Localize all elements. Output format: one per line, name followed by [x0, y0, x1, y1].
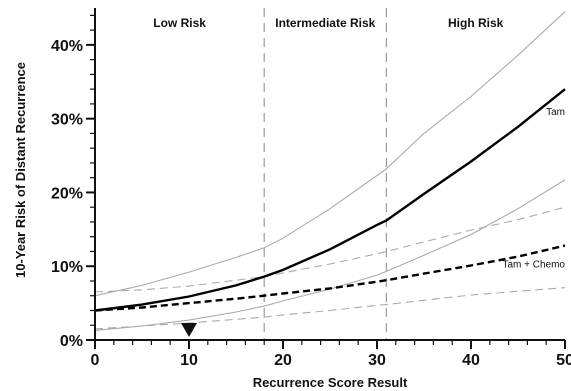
axes: 0 10 20 30 40 50 0% 10% 20% 30% 40%: [51, 8, 571, 369]
tam-line: [94, 88, 566, 312]
labels: Low Risk Intermediate Risk High Risk Tam Tam…: [153, 16, 565, 337]
x-tick-label: 10: [180, 352, 198, 369]
x-tick-label: 30: [368, 352, 386, 369]
tam-chemo-line: [94, 244, 566, 312]
y-tick-label: 40%: [51, 38, 83, 55]
tam-lower-line: [94, 179, 566, 331]
risk-bands: [263, 8, 387, 340]
y-tick-label: 20%: [51, 185, 83, 202]
x-tick-label: 40: [462, 352, 480, 369]
y-tick-label: 0%: [60, 333, 83, 350]
risk-band-label: Intermediate Risk: [275, 16, 375, 30]
tam-chemo-upper-line: [94, 206, 566, 293]
risk-curves: [94, 11, 566, 331]
x-axis-title: Recurrence Score Result: [253, 375, 408, 390]
series-label-tam: Tam: [546, 107, 565, 118]
x-tick-label: 0: [91, 352, 100, 369]
risk-band-label: High Risk: [448, 16, 504, 30]
score-marker-icon: [181, 323, 197, 337]
series-label-tam-chemo: Tam + Chemo: [502, 260, 565, 271]
y-axis-title: 10-Year Risk of Distant Recurrence: [13, 62, 28, 278]
y-tick-label: 10%: [51, 259, 83, 276]
tam-upper-line: [94, 11, 566, 297]
x-tick-label: 50: [556, 352, 571, 369]
x-tick-label: 20: [274, 352, 292, 369]
y-tick-label: 30%: [51, 112, 83, 129]
risk-band-label: Low Risk: [153, 16, 206, 30]
